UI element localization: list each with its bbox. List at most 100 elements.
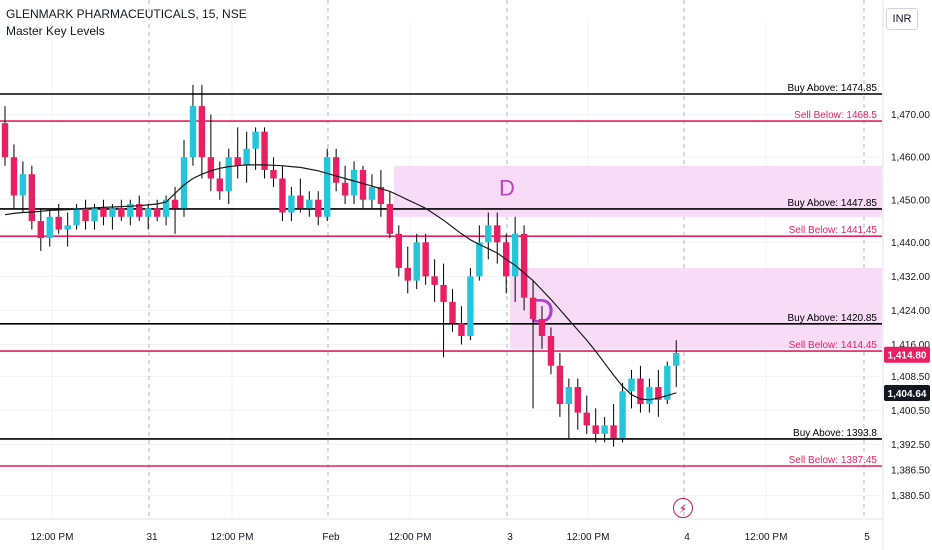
x-tick-label: 3 [507, 532, 513, 543]
candle-body [207, 157, 215, 179]
candle-body [127, 204, 134, 217]
candle-body [673, 353, 680, 366]
candle-body [252, 131, 259, 149]
candle-body [109, 208, 116, 217]
candle-body [1, 123, 9, 158]
candle-body [485, 225, 492, 243]
level-label: Buy Above: 1393.8 [793, 428, 877, 439]
y-tick-label: 1,400.50 [891, 406, 930, 417]
candle-body [458, 323, 465, 336]
candle-body [315, 199, 322, 217]
y-tick-label: 1,416.00 [891, 340, 930, 351]
candle-body [46, 216, 53, 239]
y-tick-label: 1,460.00 [891, 153, 930, 164]
candle-body [583, 412, 590, 426]
moving-average-line [4, 164, 677, 401]
candle-body [440, 284, 447, 302]
candle-body [162, 199, 170, 217]
candle-body [574, 387, 581, 413]
candle-body [261, 131, 268, 170]
candle-body [82, 208, 89, 222]
candle-body [619, 391, 626, 439]
candle-body [332, 157, 340, 183]
candle-body [431, 276, 438, 285]
candle-body [565, 387, 573, 405]
candle-body [279, 178, 286, 213]
candle-body [449, 301, 456, 324]
candle-body [64, 225, 71, 230]
x-tick-label: Feb [322, 532, 340, 543]
chart-title: GLENMARK PHARMACEUTICALS, 15, NSE [6, 7, 247, 21]
candle-body [37, 221, 44, 239]
candle-body [476, 242, 483, 277]
supply-zone [510, 267, 882, 349]
candle-body [404, 267, 411, 281]
x-tick-label: 12:00 PM [389, 532, 432, 543]
x-tick-label: 4 [684, 532, 690, 543]
candle-body [243, 148, 250, 166]
candle-body [216, 178, 223, 192]
y-tick-label: 1,386.50 [891, 466, 930, 477]
candle-body [628, 378, 635, 392]
level-label: Buy Above: 1447.85 [787, 198, 877, 209]
candle-body [180, 157, 188, 209]
candle-body [377, 187, 385, 205]
candle-body [494, 225, 501, 243]
candle-body [529, 297, 537, 319]
currency-button[interactable]: INR [886, 8, 918, 30]
x-tick-label: 12:00 PM [567, 532, 610, 543]
price-tag [884, 346, 930, 363]
candle-body [664, 365, 671, 400]
candle-body [359, 169, 367, 200]
candle-body [198, 106, 206, 158]
y-tick-label: 1,432.00 [891, 272, 930, 283]
candle-body [547, 335, 555, 366]
candle-body [100, 208, 107, 217]
candle-body [55, 216, 62, 230]
x-tick-label: 12:00 PM [745, 532, 788, 543]
candle-body [136, 204, 143, 217]
candle-body [270, 169, 277, 179]
indicator-name: Master Key Levels [6, 24, 105, 38]
candle-body [118, 208, 125, 217]
candle-body [610, 425, 617, 439]
candle-body [592, 425, 599, 434]
level-label: Sell Below: 1441.45 [789, 225, 878, 236]
candle-body [153, 208, 161, 217]
candle-body [520, 233, 528, 298]
candle-body [171, 199, 179, 209]
price-tag-label: 1,414.80 [888, 351, 927, 362]
candle-body [368, 187, 376, 200]
candle-body [10, 157, 18, 196]
candle-body [145, 208, 152, 217]
lightning-icon[interactable]: ⚡ [673, 498, 693, 518]
candle-body [189, 106, 197, 158]
candle-body [467, 276, 474, 336]
candle-body [637, 378, 644, 405]
y-tick-label: 1,408.50 [891, 372, 930, 383]
candle-body [19, 174, 27, 196]
level-label: Sell Below: 1387.45 [789, 455, 878, 466]
candle-body [556, 365, 564, 405]
y-tick-label: 1,470.00 [891, 110, 930, 121]
level-label: Sell Below: 1414.45 [789, 340, 878, 351]
candle-body [234, 157, 241, 166]
level-label: Buy Above: 1420.85 [787, 313, 877, 324]
candle-body [646, 387, 653, 405]
y-tick-label: 1,440.00 [891, 238, 930, 249]
candle-body [601, 425, 608, 434]
candle-body [324, 157, 331, 217]
y-tick-label: 1,424.00 [891, 306, 930, 317]
candle-body [225, 157, 232, 192]
zone-label: D [499, 176, 515, 201]
y-tick-label: 1,380.50 [891, 491, 930, 502]
x-tick-label: 5 [864, 532, 870, 543]
candle-body [28, 174, 36, 222]
y-tick-label: 1,450.00 [891, 195, 930, 206]
candle-body [306, 199, 313, 209]
x-tick-label: 12:00 PM [31, 532, 74, 543]
y-tick-label: 1,392.50 [891, 440, 930, 451]
x-tick-label: 12:00 PM [211, 532, 254, 543]
candle-body [350, 169, 358, 196]
